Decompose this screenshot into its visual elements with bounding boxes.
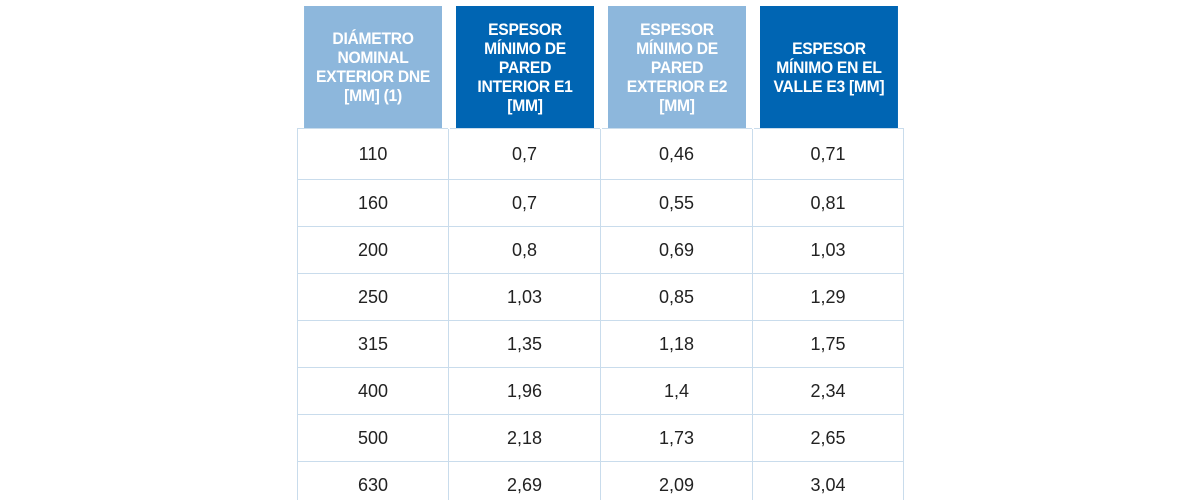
cell-e1: 0,7 xyxy=(448,179,601,227)
cell-dne: 160 xyxy=(297,179,449,227)
cell-e2: 0,69 xyxy=(600,226,753,274)
cell-dne: 200 xyxy=(297,226,449,274)
table-row: 160 0,7 0,55 0,81 xyxy=(297,179,904,227)
table-row: 630 2,69 2,09 3,04 xyxy=(297,461,904,500)
table-row: 250 1,03 0,85 1,29 xyxy=(297,273,904,321)
cell-e3: 2,65 xyxy=(752,414,904,462)
cell-e1: 1,35 xyxy=(448,320,601,368)
cell-e3: 1,29 xyxy=(752,273,904,321)
cell-e2: 2,09 xyxy=(600,461,753,500)
cell-e3: 0,71 xyxy=(752,128,904,180)
header-row: DIÁMETRO NOMINAL EXTERIOR DNE [mm] (1) E… xyxy=(298,6,904,129)
table-row: 315 1,35 1,18 1,75 xyxy=(297,320,904,368)
cell-e2: 0,46 xyxy=(600,128,753,180)
table-row: 110 0,7 0,46 0,71 xyxy=(297,128,904,180)
header-espesor-interior: ESPESOR MÍNIMO DE PARED INTERIOR e1 [mm] xyxy=(453,6,595,129)
cell-dne: 110 xyxy=(297,128,449,180)
cell-e2: 1,73 xyxy=(600,414,753,462)
header-espesor-valle: ESPESOR MÍNIMO EN EL VALLE e3 [mm] xyxy=(757,6,898,129)
cell-dne: 400 xyxy=(297,367,449,415)
header-espesor-exterior: ESPESOR MÍNIMO DE PARED EXTERIOR e2 [mm] xyxy=(605,6,747,129)
cell-e1: 2,69 xyxy=(448,461,601,500)
header-diametro-nominal: DIÁMETRO NOMINAL EXTERIOR DNE [mm] (1) xyxy=(303,6,443,129)
cell-e1: 0,7 xyxy=(448,128,601,180)
cell-dne: 250 xyxy=(297,273,449,321)
cell-dne: 630 xyxy=(297,461,449,500)
table-row: 200 0,8 0,69 1,03 xyxy=(297,226,904,274)
cell-e1: 1,96 xyxy=(448,367,601,415)
cell-e3: 1,03 xyxy=(752,226,904,274)
cell-e3: 3,04 xyxy=(752,461,904,500)
cell-e3: 1,75 xyxy=(752,320,904,368)
cell-e2: 0,55 xyxy=(600,179,753,227)
cell-dne: 315 xyxy=(297,320,449,368)
cell-e1: 1,03 xyxy=(448,273,601,321)
cell-e3: 2,34 xyxy=(752,367,904,415)
cell-e1: 0,8 xyxy=(448,226,601,274)
wall-thickness-table: DIÁMETRO NOMINAL EXTERIOR DNE [mm] (1) E… xyxy=(297,6,904,500)
table-row: 400 1,96 1,4 2,34 xyxy=(297,367,904,415)
cell-e2: 1,18 xyxy=(600,320,753,368)
cell-e2: 0,85 xyxy=(600,273,753,321)
cell-e1: 2,18 xyxy=(448,414,601,462)
cell-e2: 1,4 xyxy=(600,367,753,415)
table-row: 500 2,18 1,73 2,65 xyxy=(297,414,904,462)
cell-dne: 500 xyxy=(297,414,449,462)
cell-e3: 0,81 xyxy=(752,179,904,227)
